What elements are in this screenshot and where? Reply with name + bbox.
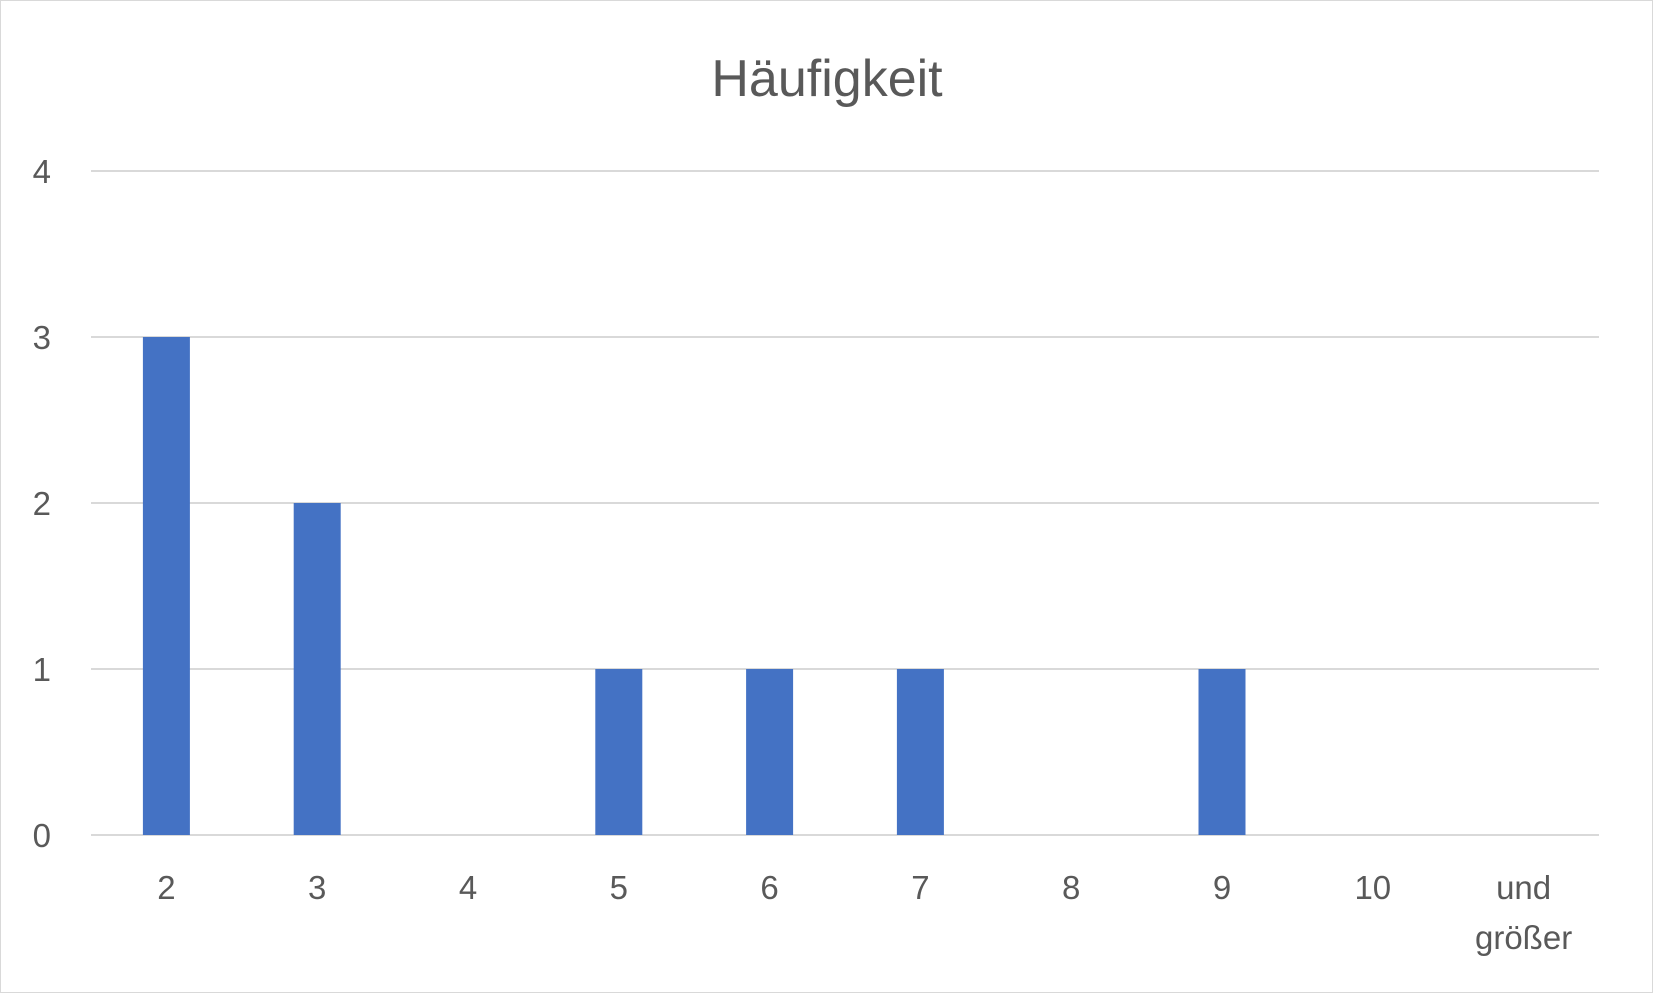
gridlines xyxy=(91,170,1599,836)
x-tick-label-9: 9 xyxy=(1213,869,1231,906)
x-tick-label-5: 5 xyxy=(610,869,628,906)
x-tick-label-4: 4 xyxy=(459,869,477,906)
x-tick-label-10: 10 xyxy=(1354,869,1391,906)
bar-6 xyxy=(746,669,794,835)
bar-2 xyxy=(142,337,190,835)
bar-9 xyxy=(1198,669,1246,835)
x-tick-label-7: 7 xyxy=(911,869,929,906)
x-tick-label-8: 8 xyxy=(1062,869,1080,906)
y-tick-label-3: 3 xyxy=(33,319,51,356)
bar-3 xyxy=(293,503,341,835)
x-tick-label-3: 3 xyxy=(308,869,326,906)
bars xyxy=(142,337,1246,835)
x-tick-label-und-größer: und größer xyxy=(1475,869,1572,956)
y-tick-label-0: 0 xyxy=(33,817,51,854)
y-tick-label-2: 2 xyxy=(33,485,51,522)
bar-5 xyxy=(595,669,643,835)
x-tick-label-2: 2 xyxy=(157,869,175,906)
y-tick-label-4: 4 xyxy=(33,153,51,190)
chart-title: Häufigkeit xyxy=(711,50,943,108)
x-axis-tick-labels: 2 3 4 5 6 7 8 9 10 und größer xyxy=(157,869,1572,956)
bar-7 xyxy=(896,669,944,835)
y-axis-tick-labels: 0 1 2 3 4 xyxy=(33,153,51,854)
y-tick-label-1: 1 xyxy=(33,651,51,688)
x-tick-label-6: 6 xyxy=(760,869,778,906)
